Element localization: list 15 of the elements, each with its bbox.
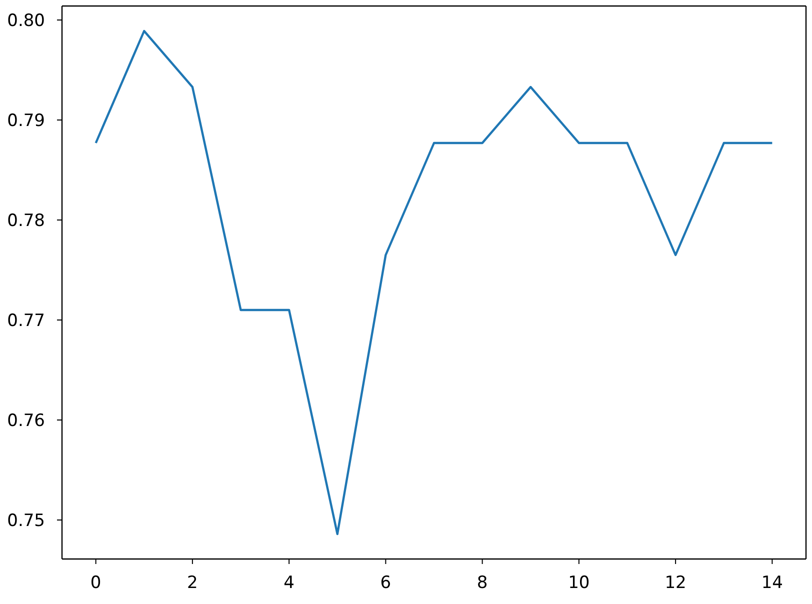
- x-tick-label: 4: [284, 573, 294, 594]
- y-tick-label: 0.76: [7, 411, 45, 432]
- x-tick-label: 6: [380, 573, 392, 594]
- x-tick-label: 0: [90, 573, 102, 594]
- x-tick-label: 2: [187, 573, 198, 594]
- y-tick-label: 0.79: [7, 111, 45, 132]
- y-tick-label: 0.80: [7, 11, 45, 32]
- x-tick-label: 10: [568, 573, 590, 594]
- line-series: [94, 30, 774, 536]
- x-tick-label: 12: [664, 573, 686, 594]
- y-tick-label: 0.77: [7, 311, 45, 332]
- y-tick-label: 0.78: [7, 211, 45, 232]
- x-tick-label: 8: [476, 573, 488, 594]
- y-tick-label: 0.75: [7, 511, 45, 532]
- x-tick-label: 14: [761, 573, 783, 594]
